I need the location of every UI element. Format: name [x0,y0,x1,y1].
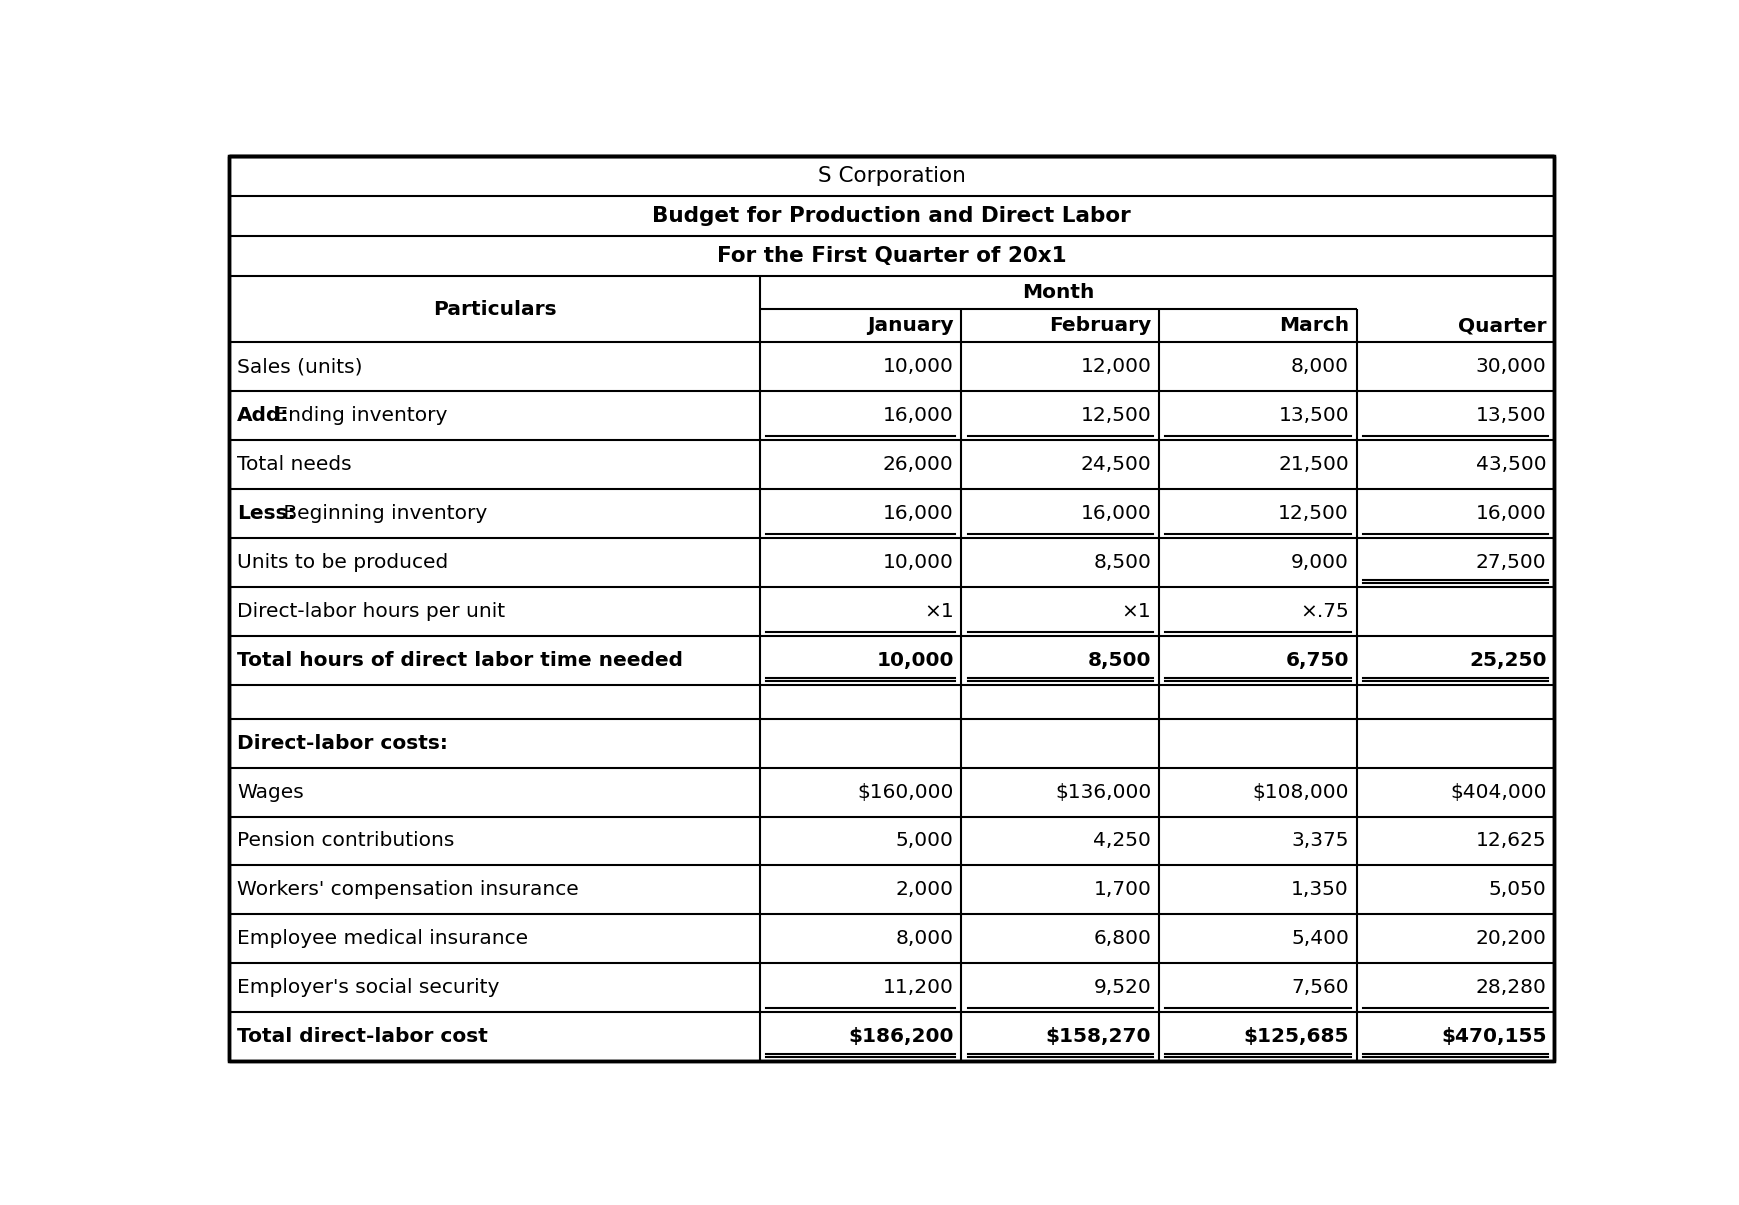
Text: 10,000: 10,000 [882,358,953,376]
Text: Quarter: Quarter [1457,317,1546,335]
Text: 27,500: 27,500 [1475,553,1546,572]
Text: 30,000: 30,000 [1475,358,1546,376]
Text: 8,500: 8,500 [1092,553,1151,572]
Text: February: February [1049,317,1151,335]
Text: $160,000: $160,000 [857,782,953,801]
Text: 9,000: 9,000 [1290,553,1348,572]
Text: Employer's social security: Employer's social security [237,978,499,997]
Text: 16,000: 16,000 [882,406,953,425]
Text: January: January [866,317,953,335]
Text: 20,200: 20,200 [1475,929,1546,948]
Text: For the First Quarter of 20x1: For the First Quarter of 20x1 [716,246,1066,266]
Text: 5,400: 5,400 [1290,929,1348,948]
Text: $404,000: $404,000 [1449,782,1546,801]
Text: S Corporation: S Corporation [817,166,965,186]
Text: 12,500: 12,500 [1278,504,1348,523]
Text: Total needs: Total needs [237,455,351,475]
Text: 6,800: 6,800 [1092,929,1151,948]
Text: 10,000: 10,000 [882,553,953,572]
Text: Less:: Less: [237,504,296,523]
Text: 6,750: 6,750 [1285,651,1348,670]
Text: 25,250: 25,250 [1468,651,1546,670]
Text: 13,500: 13,500 [1278,406,1348,425]
Text: Beginning inventory: Beginning inventory [277,504,487,523]
Text: Total direct-labor cost: Total direct-labor cost [237,1027,487,1046]
Text: Pension contributions: Pension contributions [237,831,454,851]
Text: 16,000: 16,000 [882,504,953,523]
Text: 7,560: 7,560 [1290,978,1348,997]
Text: Direct-labor costs:: Direct-labor costs: [237,734,447,753]
Text: 26,000: 26,000 [882,455,953,475]
Text: 4,250: 4,250 [1092,831,1151,851]
Text: $186,200: $186,200 [849,1027,953,1046]
Text: 28,280: 28,280 [1475,978,1546,997]
Text: 10,000: 10,000 [876,651,953,670]
Text: Month: Month [1021,283,1094,302]
Text: Ending inventory: Ending inventory [270,406,447,425]
Text: 5,050: 5,050 [1489,881,1546,899]
Text: 21,500: 21,500 [1278,455,1348,475]
Text: Employee medical insurance: Employee medical insurance [237,929,527,948]
Text: Workers' compensation insurance: Workers' compensation insurance [237,881,579,899]
Text: 16,000: 16,000 [1080,504,1151,523]
Text: Total hours of direct labor time needed: Total hours of direct labor time needed [237,651,682,670]
Text: 8,000: 8,000 [1290,358,1348,376]
Text: 8,500: 8,500 [1087,651,1151,670]
Text: 5,000: 5,000 [896,831,953,851]
Text: $125,685: $125,685 [1243,1027,1348,1046]
Text: 3,375: 3,375 [1290,831,1348,851]
Text: Wages: Wages [237,782,303,801]
Text: $158,270: $158,270 [1045,1027,1151,1046]
Text: Particulars: Particulars [433,300,556,319]
Text: 12,625: 12,625 [1475,831,1546,851]
Text: Sales (units): Sales (units) [237,358,362,376]
Text: 12,500: 12,500 [1080,406,1151,425]
Text: 16,000: 16,000 [1475,504,1546,523]
Text: March: March [1278,317,1348,335]
Text: $470,155: $470,155 [1440,1027,1546,1046]
Text: 24,500: 24,500 [1080,455,1151,475]
Text: 2,000: 2,000 [896,881,953,899]
Text: ×1: ×1 [1122,601,1151,621]
Text: Budget for Production and Direct Labor: Budget for Production and Direct Labor [652,206,1130,227]
Text: 13,500: 13,500 [1475,406,1546,425]
Text: 1,350: 1,350 [1290,881,1348,899]
Text: Add:: Add: [237,406,289,425]
Text: 11,200: 11,200 [882,978,953,997]
Text: Units to be produced: Units to be produced [237,553,449,572]
Text: 9,520: 9,520 [1094,978,1151,997]
Text: 12,000: 12,000 [1080,358,1151,376]
Text: ×.75: ×.75 [1299,601,1348,621]
Text: 1,700: 1,700 [1092,881,1151,899]
Text: Direct-labor hours per unit: Direct-labor hours per unit [237,601,504,621]
Text: 8,000: 8,000 [896,929,953,948]
Text: $108,000: $108,000 [1252,782,1348,801]
Text: $136,000: $136,000 [1054,782,1151,801]
Text: ×1: ×1 [923,601,953,621]
Text: 43,500: 43,500 [1475,455,1546,475]
